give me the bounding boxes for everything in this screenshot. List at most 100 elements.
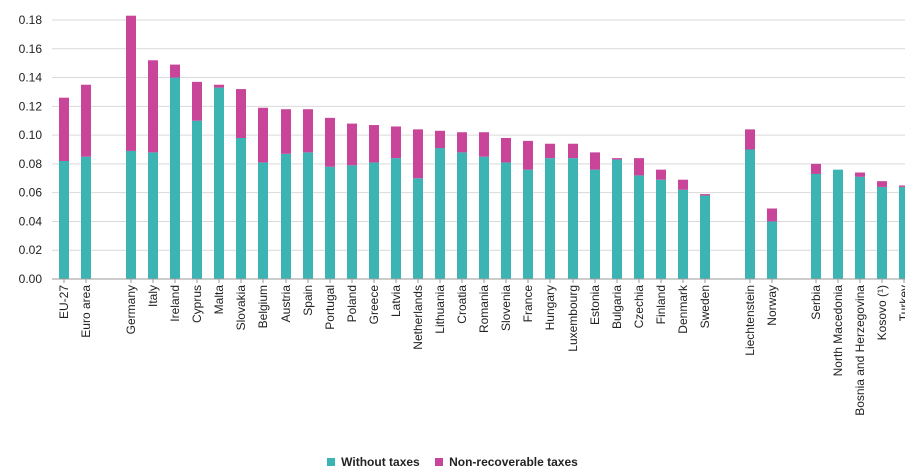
- bar-without-taxes: [148, 152, 158, 279]
- bar-without-taxes: [391, 158, 401, 279]
- legend-label-without-taxes: Without taxes: [341, 455, 420, 469]
- y-tick-label: 0.08: [19, 157, 43, 171]
- x-category-label: Germany: [124, 285, 138, 334]
- x-category-label: Croatia: [455, 285, 469, 324]
- bar-without-taxes: [126, 150, 136, 279]
- bar-without-taxes: [678, 189, 688, 279]
- x-category-label: Lithuania: [433, 285, 447, 334]
- bar-non-recoverable-taxes: [877, 181, 887, 187]
- y-tick-label: 0.16: [19, 42, 43, 56]
- x-category-label: Euro area: [79, 285, 93, 338]
- bar-without-taxes: [811, 173, 821, 279]
- bar-without-taxes: [435, 148, 445, 279]
- x-category-label: Greece: [367, 285, 381, 325]
- x-category-label: Turkey: [897, 285, 905, 321]
- bar-non-recoverable-taxes: [899, 185, 905, 187]
- x-category-label: Austria: [279, 285, 293, 323]
- legend-swatch-non-recoverable-taxes: [435, 458, 444, 466]
- x-category-label: Poland: [345, 285, 359, 322]
- y-axis-tick-labels: 0.00 0.02 0.04 0.06 0.08 0.10 0.12 0.14 0.16 0.18: [19, 13, 43, 286]
- bar-non-recoverable-taxes: [325, 117, 335, 167]
- bar-non-recoverable-taxes: [590, 152, 600, 170]
- x-category-label: Netherlands: [411, 285, 425, 350]
- x-category-label: North Macedonia: [831, 285, 845, 377]
- bar-non-recoverable-taxes: [767, 208, 777, 222]
- legend-item-non-recoverable-taxes: Non-recoverable taxes: [435, 455, 578, 469]
- bar-without-taxes: [347, 165, 357, 279]
- bar-non-recoverable-taxes: [214, 84, 224, 88]
- bar-non-recoverable-taxes: [568, 143, 578, 159]
- bar-non-recoverable-taxes: [236, 89, 246, 138]
- bar-non-recoverable-taxes: [281, 109, 291, 154]
- x-category-label: Belgium: [256, 285, 270, 328]
- x-category-label: Bosnia and Herzegovina: [853, 285, 867, 416]
- bar-non-recoverable-taxes: [303, 109, 313, 153]
- y-tick-label: 0.12: [19, 99, 43, 113]
- bar-non-recoverable-taxes: [745, 129, 755, 150]
- bar-non-recoverable-taxes: [523, 140, 533, 170]
- x-category-label: Finland: [654, 285, 668, 324]
- bar-without-taxes: [501, 162, 511, 279]
- bar-non-recoverable-taxes: [391, 126, 401, 159]
- legend-item-without-taxes: Without taxes: [327, 455, 420, 469]
- x-category-label: EU-27: [57, 285, 71, 319]
- x-category-label: Norway: [765, 285, 779, 326]
- bar-non-recoverable-taxes: [258, 107, 268, 163]
- x-category-label: France: [521, 285, 535, 323]
- x-category-label: Bulgaria: [610, 285, 624, 329]
- x-category-label: Slovenia: [499, 285, 513, 331]
- bar-without-taxes: [612, 159, 622, 279]
- bar-without-taxes: [745, 149, 755, 279]
- bar-without-taxes: [258, 162, 268, 279]
- bar-without-taxes: [457, 152, 467, 279]
- bar-without-taxes: [303, 152, 313, 279]
- bar-without-taxes: [568, 158, 578, 279]
- x-category-label: Denmark: [676, 284, 690, 334]
- x-category-label: Sweden: [698, 285, 712, 328]
- y-tick-label: 0.10: [19, 128, 43, 142]
- y-tick-label: 0.04: [19, 214, 43, 228]
- bar-non-recoverable-taxes: [678, 179, 688, 190]
- x-category-label: Ireland: [168, 285, 182, 322]
- bar-non-recoverable-taxes: [413, 129, 423, 179]
- bar-without-taxes: [236, 137, 246, 279]
- bar-without-taxes: [479, 156, 489, 279]
- x-category-label: Czechia: [632, 285, 646, 329]
- bar-non-recoverable-taxes: [59, 97, 69, 162]
- bar-without-taxes: [877, 186, 887, 279]
- bar-non-recoverable-taxes: [855, 172, 865, 177]
- bar-without-taxes: [899, 186, 905, 279]
- bar-without-taxes: [170, 77, 180, 279]
- bar-without-taxes: [590, 169, 600, 279]
- bar-non-recoverable-taxes: [634, 158, 644, 176]
- x-category-label: Serbia: [809, 285, 823, 320]
- x-category-label: Latvia: [389, 285, 403, 317]
- x-category-label: Cyprus: [190, 285, 204, 323]
- bar-non-recoverable-taxes: [369, 125, 379, 163]
- bar-non-recoverable-taxes: [612, 158, 622, 160]
- bar-without-taxes: [192, 120, 202, 279]
- bar-without-taxes: [634, 175, 644, 279]
- bar-without-taxes: [325, 166, 335, 279]
- bar-without-taxes: [413, 178, 423, 279]
- bar-non-recoverable-taxes: [435, 130, 445, 149]
- bar-non-recoverable-taxes: [501, 137, 511, 163]
- bar-without-taxes: [855, 176, 865, 279]
- x-axis-category-labels: EU-27 Euro area Germany Italy Ireland Cyprus M…: [57, 284, 905, 416]
- bar-without-taxes: [700, 195, 710, 279]
- x-category-label: Spain: [301, 285, 315, 316]
- x-category-label: Liechtenstein: [743, 285, 757, 356]
- bar-without-taxes: [214, 87, 224, 279]
- x-category-label: Romania: [477, 285, 491, 333]
- x-category-label: Estonia: [588, 285, 602, 325]
- bar-non-recoverable-taxes: [656, 169, 666, 180]
- bar-without-taxes: [767, 221, 777, 279]
- bar-without-taxes: [281, 153, 291, 279]
- x-category-label: Luxembourg: [566, 285, 580, 352]
- bar-non-recoverable-taxes: [126, 15, 136, 151]
- bar-without-taxes: [833, 169, 843, 279]
- bar-without-taxes: [59, 161, 69, 279]
- x-category-label: Italy: [146, 285, 160, 307]
- bar-non-recoverable-taxes: [700, 194, 710, 196]
